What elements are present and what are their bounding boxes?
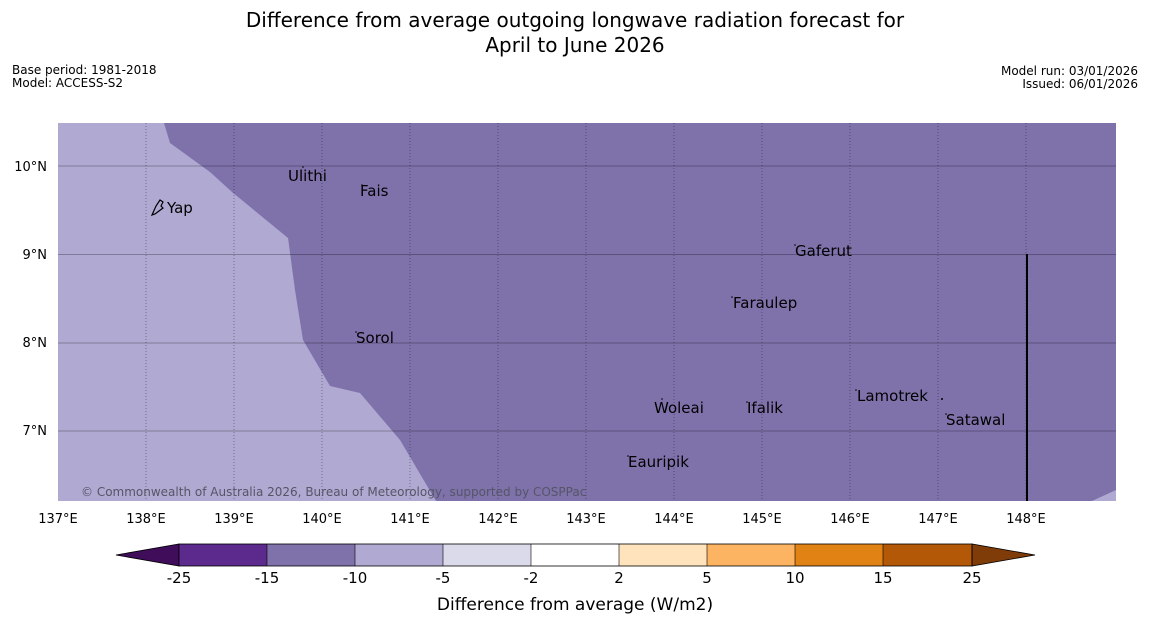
colorbar-title: Difference from average (W/m2): [437, 595, 713, 615]
colorbar: -25 -15 -10 -5 -2 2 5 10 15 25 Differenc…: [115, 543, 1036, 615]
run-info: Model run: 03/01/2026 Issued: 06/01/2026: [1001, 65, 1138, 91]
base-info: Base period: 1981-2018 Model: ACCESS-S2: [12, 64, 157, 90]
title-line-2: April to June 2026: [485, 33, 665, 57]
place-label-ulithi: Ulithi: [288, 167, 327, 185]
anomaly-band-minus-10-to-5: [58, 123, 436, 501]
colorbar-tick-label: 2: [614, 569, 624, 587]
colorbar-segment-6: [619, 544, 707, 566]
place-label-yap: Yap: [166, 199, 193, 217]
reef-dot: [941, 398, 943, 400]
colorbar-tick-label: 25: [962, 569, 981, 587]
place-labels: Yap Ulithi Fais Gaferut Faraulep Sorol L…: [166, 167, 1005, 471]
lon-label-147e: 147°E: [918, 512, 958, 527]
map-area: Yap Ulithi Fais Gaferut Faraulep Sorol L…: [58, 123, 1116, 501]
colorbar-segment-5: [531, 544, 619, 566]
faraulep-dot: [731, 296, 733, 298]
satawal-dot: [945, 413, 947, 415]
place-label-faraulep: Faraulep: [733, 294, 797, 312]
title-line-1: Difference from average outgoing longwav…: [245, 8, 905, 32]
colorbar-segment-1: [179, 544, 267, 566]
lat-label-10n: 10°N: [14, 160, 47, 175]
lon-label-148e: 148°E: [1006, 512, 1046, 527]
colorbar-extend-high: [971, 543, 1036, 567]
place-label-woleai: Woleai: [654, 399, 704, 417]
ulithi-dot: [302, 166, 304, 168]
lat-label-9n: 9°N: [23, 248, 48, 263]
place-label-gaferut: Gaferut: [795, 242, 852, 260]
map-title: Difference from average outgoing longwav…: [0, 8, 1150, 58]
base-period: Base period: 1981-2018: [12, 63, 157, 77]
copyright-notice: © Commonwealth of Australia 2026, Bureau…: [81, 485, 586, 499]
issued-date: Issued: 06/01/2026: [1022, 77, 1138, 91]
colorbar-tick-label: 15: [873, 569, 892, 587]
lat-label-8n: 8°N: [23, 336, 48, 351]
colorbar-tick-label: -2: [524, 569, 539, 587]
colorbar-segment-4: [443, 544, 531, 566]
island-dots: [302, 166, 947, 457]
place-label-sorol: Sorol: [356, 329, 394, 347]
model-run: Model run: 03/01/2026: [1000, 64, 1138, 78]
place-label-satawal: Satawal: [946, 411, 1005, 429]
lat-label-7n: 7°N: [23, 424, 48, 439]
lon-label-141e: 141°E: [390, 512, 430, 527]
lon-label-142e: 142°E: [478, 512, 518, 527]
lamotrek-dot: [855, 389, 857, 391]
colorbar-tick-label: -25: [167, 569, 192, 587]
colorbar-segment-8: [795, 544, 883, 566]
eauripik-dot: [627, 455, 629, 457]
lon-axis-labels: 137°E 138°E 139°E 140°E 141°E 142°E 143°…: [38, 512, 1046, 527]
place-label-eauripik: Eauripik: [628, 453, 689, 471]
anomaly-band-minus-10-to-5-east: [1092, 490, 1116, 501]
place-label-fais: Fais: [360, 182, 389, 200]
gaferut-dot: [794, 244, 796, 246]
colorbar-tick-label: 5: [702, 569, 712, 587]
lat-grid: [58, 165, 1116, 432]
colorbar-frame: [178, 543, 973, 567]
colorbar-tick-label: -10: [343, 569, 368, 587]
colorbar-tick-label: -15: [255, 569, 280, 587]
lon-label-137e: 137°E: [38, 512, 78, 527]
lon-label-138e: 138°E: [126, 512, 166, 527]
lon-grid: [145, 123, 1027, 501]
colorbar-tick-label: 10: [785, 569, 804, 587]
ifalik-dot: [746, 401, 748, 403]
place-label-lamotrek: Lamotrek: [857, 387, 928, 405]
yap-island-outline: [150, 199, 164, 216]
model-name: Model: ACCESS-S2: [12, 76, 124, 90]
sorol-dot: [355, 331, 357, 333]
lon-label-139e: 139°E: [214, 512, 254, 527]
lon-label-146e: 146°E: [830, 512, 870, 527]
lon-label-144e: 144°E: [654, 512, 694, 527]
colorbar-tick-label: -5: [436, 569, 451, 587]
lon-label-143e: 143°E: [566, 512, 606, 527]
place-label-ifalik: Ifalik: [747, 399, 783, 417]
lon-label-140e: 140°E: [302, 512, 342, 527]
woleai-dot: [661, 398, 663, 400]
colorbar-dividers: [266, 544, 884, 566]
colorbar-segment-2: [267, 544, 355, 566]
colorbar-extend-low: [115, 543, 180, 567]
colorbar-ticks: -25 -15 -10 -5 -2 2 5 10 15 25: [167, 569, 982, 587]
lon-label-145e: 145°E: [742, 512, 782, 527]
colorbar-segment-7: [707, 544, 795, 566]
colorbar-segment-3: [355, 544, 443, 566]
lat-axis-labels: 10°N 9°N 8°N 7°N: [14, 160, 47, 439]
fais-dot: [361, 184, 363, 186]
colorbar-segment-9: [883, 544, 972, 566]
